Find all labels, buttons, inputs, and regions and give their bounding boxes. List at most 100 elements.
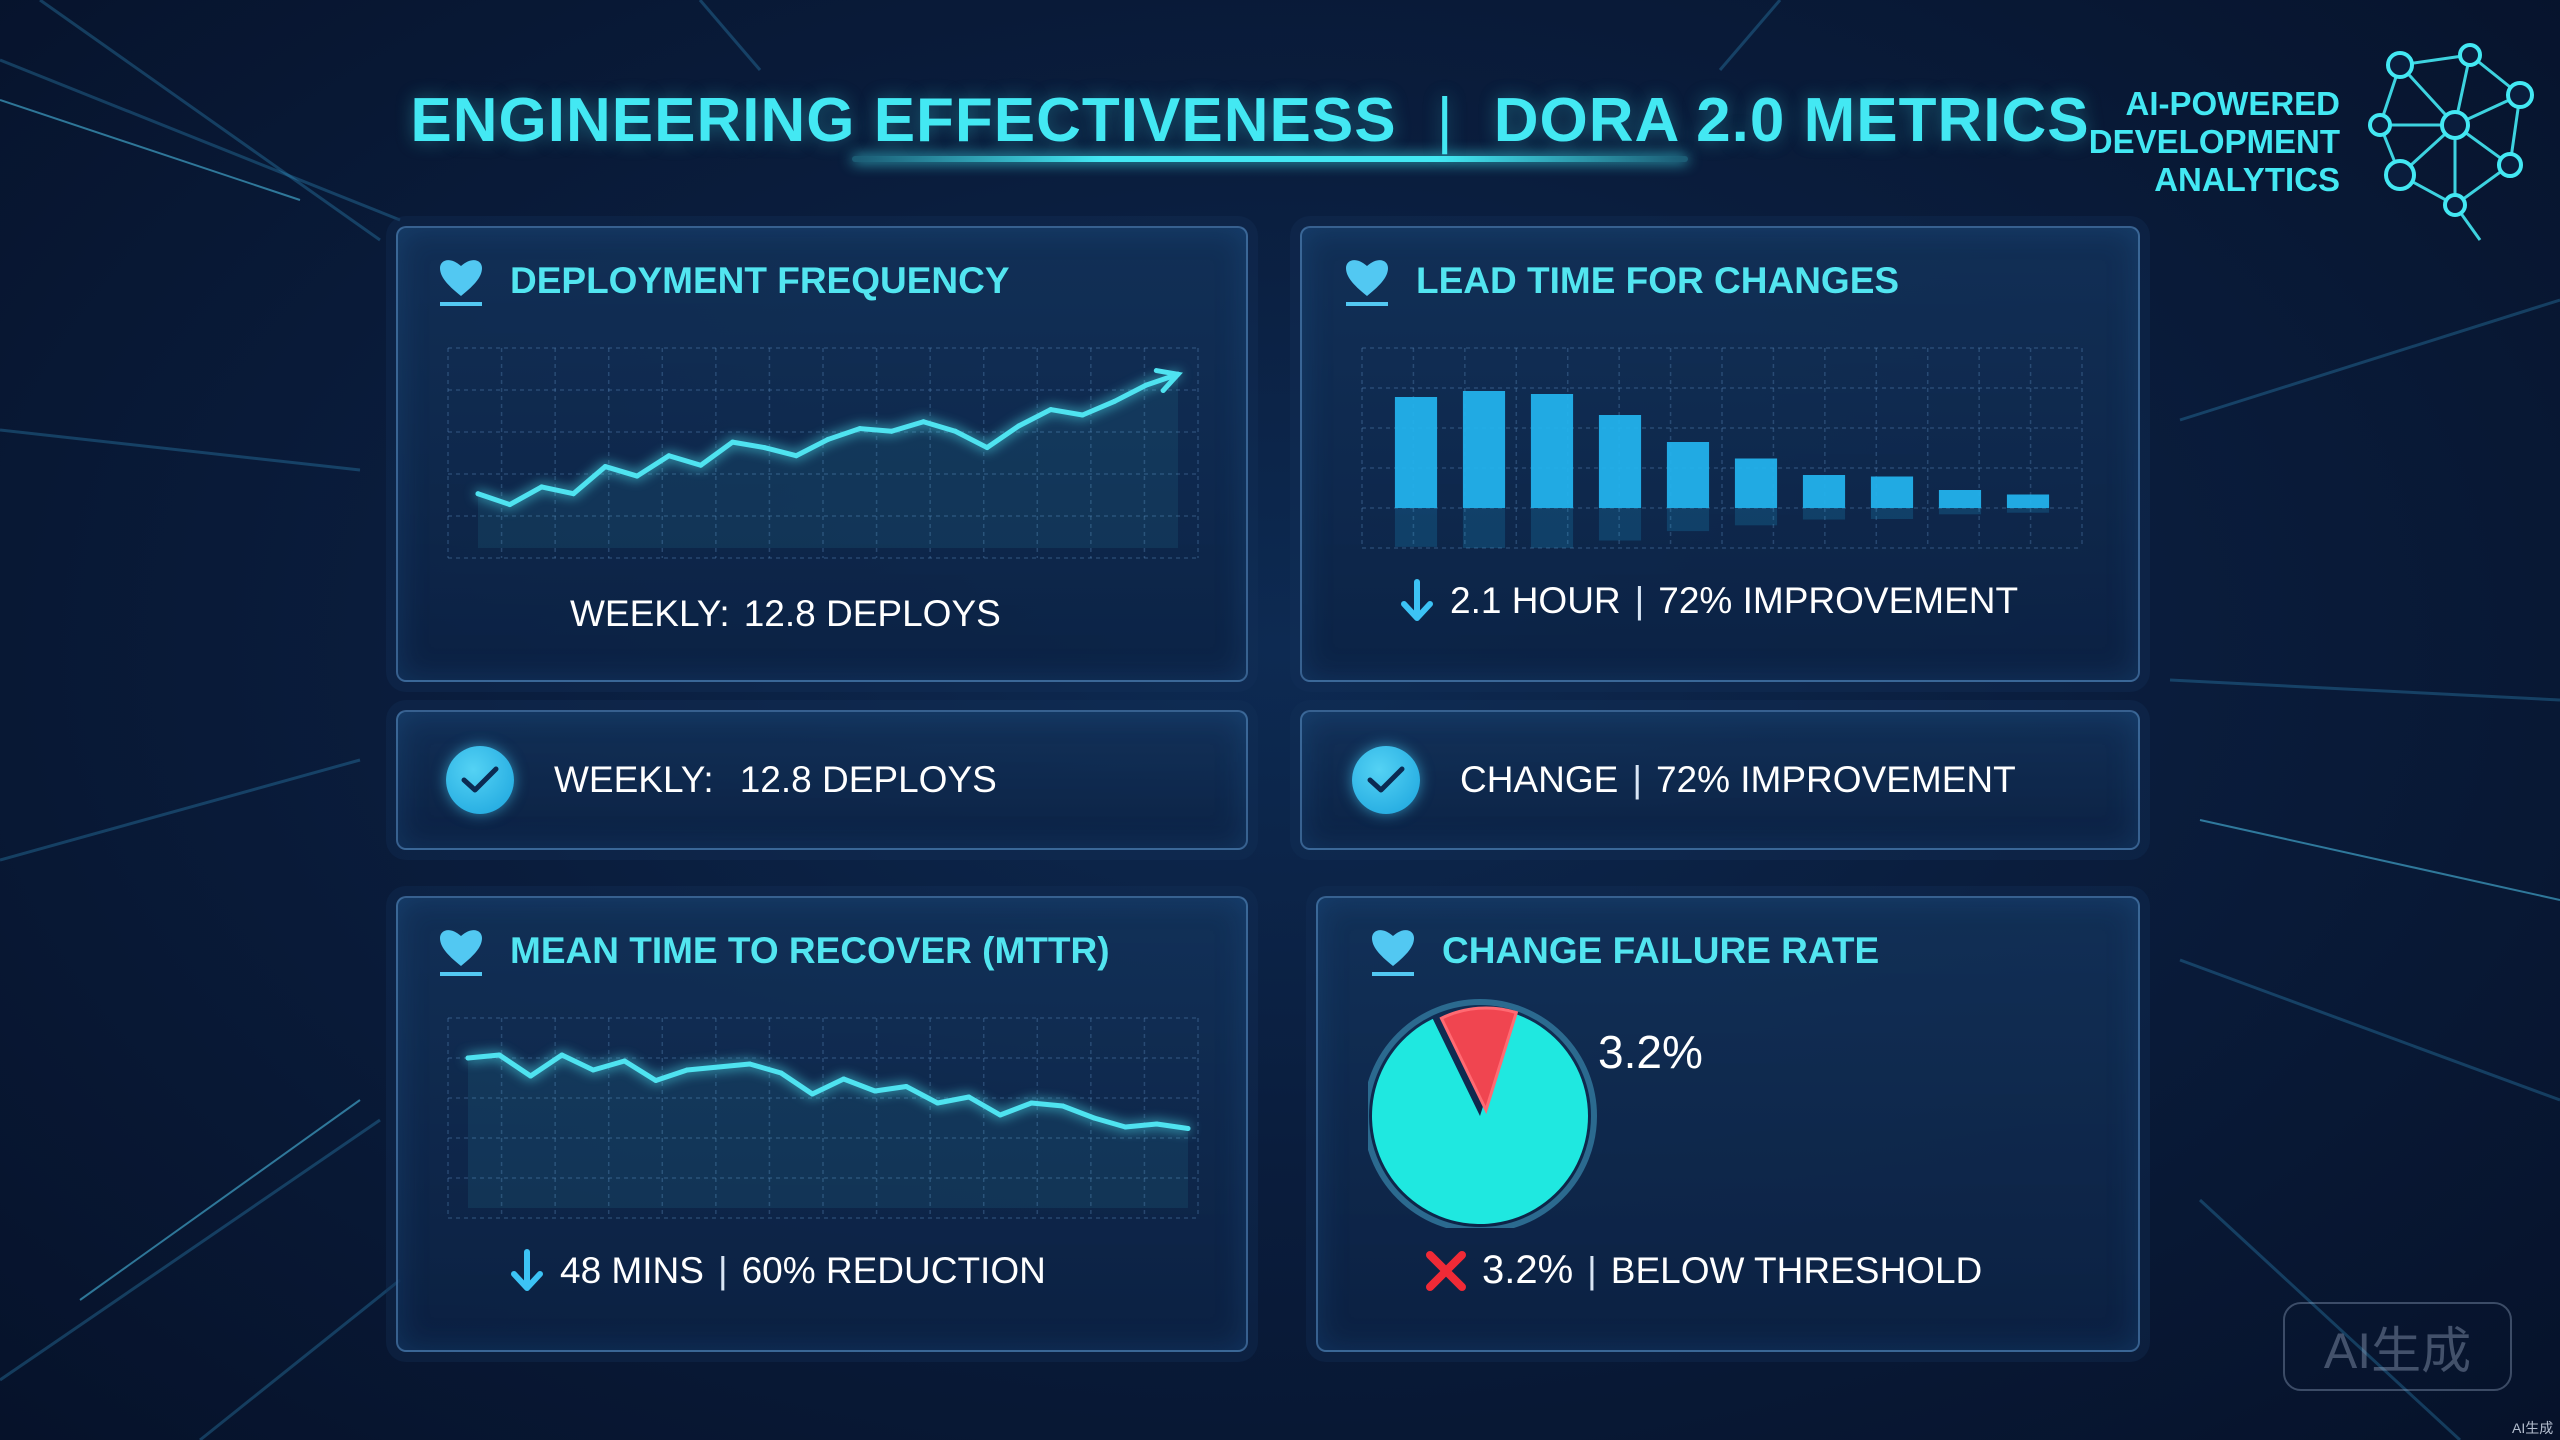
- chart-point: [889, 428, 895, 434]
- lead-time-bar-reflection: [1870, 508, 1914, 520]
- change-status-label: CHANGE: [1460, 759, 1619, 800]
- lead-time-title-text: LEAD TIME FOR CHANGES: [1416, 260, 1900, 301]
- deployment-frequency-chart: [447, 347, 1199, 559]
- chart-point: [1154, 1121, 1160, 1127]
- chart-point: [952, 428, 958, 434]
- deployment-frequency-footer-value: 12.8 DEPLOYS: [743, 593, 1001, 634]
- heart-icon: [1346, 260, 1388, 306]
- brand-line-3: ANALYTICS: [2154, 161, 2340, 198]
- chart-point: [920, 419, 926, 425]
- chart-series-line: [465, 1052, 1191, 1131]
- lead-time-bar: [1870, 476, 1914, 508]
- arrow-down-icon: [1401, 579, 1433, 621]
- lead-time-bar: [1938, 490, 1982, 508]
- chart-point: [539, 484, 545, 490]
- change-failure-rate-title: CHANGE FAILURE RATE: [1368, 924, 1879, 978]
- change-failure-rate-panel: CHANGE FAILURE RATE 3.2% 3.2% | BELOW TH…: [1316, 896, 2140, 1352]
- pie-slice-label: 3.2%: [1598, 1026, 1703, 1078]
- lead-time-bar: [2006, 494, 2050, 508]
- chart-point: [698, 462, 704, 468]
- pie-outline: [1368, 999, 1597, 1228]
- lead-time-bar: [1462, 391, 1506, 508]
- lead-time-chart: [1361, 347, 2083, 549]
- chart-point: [872, 1088, 878, 1094]
- change-status-row: CHANGE | 72% IMPROVEMENT: [1300, 710, 2140, 850]
- lead-time-bar-reflection: [1394, 508, 1438, 547]
- chart-area: [468, 1055, 1188, 1208]
- chart-point: [761, 445, 767, 451]
- chart-point: [825, 436, 831, 442]
- lead-time-bar-reflection: [1802, 508, 1846, 520]
- change-failure-rate-pie: 3.2%: [1368, 999, 1703, 1228]
- chart-point: [984, 445, 990, 451]
- mttr-title: MEAN TIME TO RECOVER (MTTR): [436, 924, 1110, 978]
- chart-point: [1060, 1103, 1066, 1109]
- mttr-footer: 48 MINS | 60% REDUCTION: [508, 1248, 1046, 1294]
- chart-point: [903, 1084, 909, 1089]
- lead-time-bar-reflection: [1938, 508, 1982, 515]
- chart-point: [684, 1067, 690, 1073]
- brand-line-1: AI-POWERED: [2125, 85, 2341, 122]
- lead-time-bar: [1394, 397, 1438, 508]
- chart-point: [465, 1055, 471, 1061]
- chart-point: [602, 464, 608, 470]
- chart-point: [1122, 1124, 1128, 1130]
- deployment-frequency-title-text: DEPLOYMENT FREQUENCY: [510, 260, 1010, 301]
- header-underline: [852, 156, 1688, 162]
- deployment-frequency-footer: WEEKLY: 12.8 DEPLOYS: [570, 593, 1001, 635]
- chart-point: [715, 1064, 721, 1070]
- chart-point: [966, 1094, 972, 1100]
- deployment-status-value: 12.8 DEPLOYS: [739, 759, 997, 800]
- lead-time-bar: [1734, 458, 1778, 508]
- chart-grid: [447, 1017, 1199, 1219]
- chart-point: [1091, 1115, 1097, 1121]
- pie-slice-success: [1372, 1012, 1588, 1224]
- chart-point: [496, 1052, 502, 1058]
- chart-point: [935, 1100, 941, 1106]
- chart-point: [1185, 1126, 1191, 1131]
- lead-time-footer: 2.1 HOUR | 72% IMPROVEMENT: [1398, 578, 2018, 624]
- chart-point: [590, 1067, 596, 1073]
- chart-point: [507, 502, 513, 508]
- mttr-panel: MEAN TIME TO RECOVER (MTTR) 48 MINS | 60…: [396, 896, 1248, 1352]
- change-status-value: 72% IMPROVEMENT: [1655, 759, 2016, 800]
- lead-time-bar-reflection: [1530, 508, 1574, 548]
- chart-grid: [447, 347, 1199, 559]
- mttr-chart: [447, 1017, 1199, 1219]
- lead-time-bar-reflection: [2006, 508, 2050, 513]
- chart-point: [653, 1078, 659, 1083]
- lead-time-panel: LEAD TIME FOR CHANGES 2.1 HOUR | 72% IMP…: [1300, 226, 2140, 682]
- lead-time-footer-value: 2.1 HOUR: [1450, 580, 1621, 621]
- mttr-footer-separator: |: [717, 1250, 728, 1291]
- lead-time-bar-reflection: [1462, 508, 1506, 548]
- chart-point: [634, 473, 640, 479]
- change-failure-rate-footer-value: 3.2%: [1482, 1248, 1574, 1292]
- chart-trend-arrowhead: [1153, 368, 1183, 394]
- lead-time-title: LEAD TIME FOR CHANGES: [1342, 254, 1899, 308]
- watermark-badge: AI生成: [2283, 1302, 2512, 1391]
- chart-point: [1143, 382, 1149, 388]
- chart-point: [475, 491, 481, 497]
- chart-point: [1028, 1100, 1034, 1106]
- watermark-text: AI生成: [2323, 1322, 2472, 1379]
- mttr-footer-reduction: 60% REDUCTION: [741, 1250, 1046, 1291]
- lead-time-bar: [1802, 475, 1846, 508]
- lead-time-bar: [1666, 442, 1710, 508]
- header-separator: |: [1436, 85, 1454, 155]
- x-mark-icon: [1426, 1250, 1466, 1291]
- deployment-frequency-footer-label: WEEKLY:: [570, 593, 730, 634]
- neural-network-icon: [2368, 43, 2534, 241]
- deployment-frequency-title: DEPLOYMENT FREQUENCY: [436, 254, 1010, 308]
- chart-point: [622, 1058, 628, 1064]
- chart-point: [1080, 412, 1086, 418]
- check-circle-icon: [446, 746, 514, 814]
- change-status-separator: |: [1632, 759, 1642, 800]
- lead-time-footer-separator: |: [1634, 580, 1645, 621]
- chart-point: [809, 1091, 815, 1097]
- mttr-title-text: MEAN TIME TO RECOVER (MTTR): [510, 930, 1110, 971]
- deployment-status-label: WEEKLY:: [554, 759, 714, 800]
- page-title-left: ENGINEERING EFFECTIVENESS: [410, 85, 1397, 155]
- page-title-right: DORA 2.0 METRICS: [1493, 85, 2090, 155]
- lead-time-bar-reflection: [1598, 508, 1642, 541]
